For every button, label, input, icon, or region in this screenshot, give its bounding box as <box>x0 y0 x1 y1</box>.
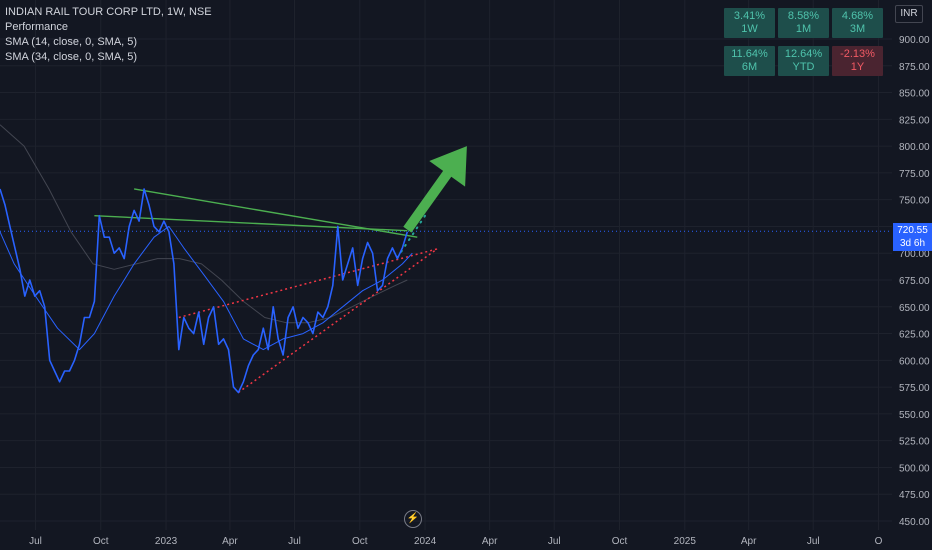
indicator-sma-14[interactable]: SMA (14, close, 0, SMA, 5) <box>5 36 138 48</box>
trendline-red-dotted[interactable] <box>237 248 438 394</box>
y-tick-label: 475.00 <box>899 490 930 501</box>
y-tick-label: 800.00 <box>899 142 930 153</box>
y-tick-label: 775.00 <box>899 169 930 180</box>
x-tick-label: 2025 <box>674 536 697 547</box>
x-tick-label: Oct <box>352 536 368 547</box>
bar-countdown: 3d 6h <box>899 238 926 249</box>
x-tick-label: 2023 <box>155 536 178 547</box>
y-tick-label: 625.00 <box>899 330 930 341</box>
time-axis[interactable]: Jul Oct 2023 Apr Jul Oct 2024 Apr Jul Oct 2025 Apr J… <box>29 536 883 547</box>
chart-grid <box>0 0 892 530</box>
x-tick-label: Apr <box>222 536 238 547</box>
perf-period: 6M <box>741 61 758 73</box>
projection-dotted <box>396 211 429 259</box>
perf-period: 1Y <box>850 61 865 73</box>
y-tick-label: 525.00 <box>899 437 930 448</box>
trendline-green[interactable] <box>134 188 418 238</box>
sma34-line <box>0 124 408 324</box>
x-tick-label: Jul <box>807 536 820 547</box>
perf-cell-ytd: 12.64% YTD <box>778 46 829 76</box>
perf-value: -2.13% <box>840 48 875 60</box>
x-tick-label: Oct <box>93 536 109 547</box>
y-tick-label: 600.00 <box>899 356 930 367</box>
sma14-line <box>0 225 413 351</box>
sma-34-layer <box>0 124 408 324</box>
perf-value: 4.68% <box>841 10 874 22</box>
y-tick-label: 500.00 <box>899 463 930 474</box>
y-tick-label: 850.00 <box>899 89 930 100</box>
x-tick-label: O <box>875 536 883 547</box>
indicator-sma-34[interactable]: SMA (34, close, 0, SMA, 5) <box>5 51 138 63</box>
y-tick-label: 650.00 <box>899 303 930 314</box>
y-tick-label: 575.00 <box>899 383 930 394</box>
target-arrow[interactable] <box>403 146 467 233</box>
perf-cell-1y: -2.13% 1Y <box>832 46 883 76</box>
symbol-title[interactable]: INDIAN RAIL TOUR CORP LTD, 1W, NSE <box>5 6 212 18</box>
x-tick-label: Apr <box>741 536 757 547</box>
perf-cell-1m: 8.58% 1M <box>778 8 829 38</box>
perf-period: 1M <box>795 23 812 35</box>
perf-value: 8.58% <box>787 10 820 22</box>
y-tick-label: 750.00 <box>899 196 930 207</box>
y-tick-label: 825.00 <box>899 115 930 126</box>
y-tick-label: 900.00 <box>899 35 930 46</box>
drawings-layer <box>0 146 892 394</box>
flash-icon[interactable]: ⚡ <box>404 510 422 528</box>
perf-value: 3.41% <box>733 10 766 22</box>
price-axis[interactable]: 900.00 875.00 850.00 825.00 800.00 775.00 750.… <box>892 0 932 550</box>
trendline-green[interactable] <box>94 215 408 232</box>
perf-period: YTD <box>792 61 815 73</box>
perf-value: 12.64% <box>784 48 823 60</box>
perf-period: 3M <box>849 23 866 35</box>
sma-14-layer <box>0 225 413 351</box>
perf-value: 11.64% <box>731 48 768 60</box>
y-tick-label: 675.00 <box>899 276 930 287</box>
perf-period: 1W <box>741 23 758 35</box>
x-tick-label: Apr <box>482 536 498 547</box>
price-layer <box>0 188 409 394</box>
chart-legend: INDIAN RAIL TOUR CORP LTD, 1W, NSE Perfo… <box>5 5 212 65</box>
price-axis-bg <box>892 0 932 550</box>
last-price-label: 720.55 3d 6h <box>893 223 932 251</box>
perf-cell-3m: 4.68% 3M <box>832 8 883 38</box>
x-tick-label: Jul <box>29 536 42 547</box>
y-tick-label: 450.00 <box>899 517 930 528</box>
x-tick-label: Oct <box>612 536 628 547</box>
indicator-performance[interactable]: Performance <box>5 21 68 33</box>
price-line <box>0 188 409 394</box>
x-tick-label: 2024 <box>414 536 437 547</box>
perf-cell-1w: 3.41% 1W <box>724 8 775 38</box>
x-tick-label: Jul <box>288 536 301 547</box>
y-tick-label: 700.00 <box>899 249 930 260</box>
y-tick-label: 550.00 <box>899 410 930 421</box>
last-price: 720.55 <box>897 225 928 236</box>
currency-button[interactable]: INR <box>895 5 923 23</box>
y-tick-label: 875.00 <box>899 62 930 73</box>
perf-cell-6m: 11.64% 6M <box>724 46 775 76</box>
x-tick-label: Jul <box>548 536 561 547</box>
